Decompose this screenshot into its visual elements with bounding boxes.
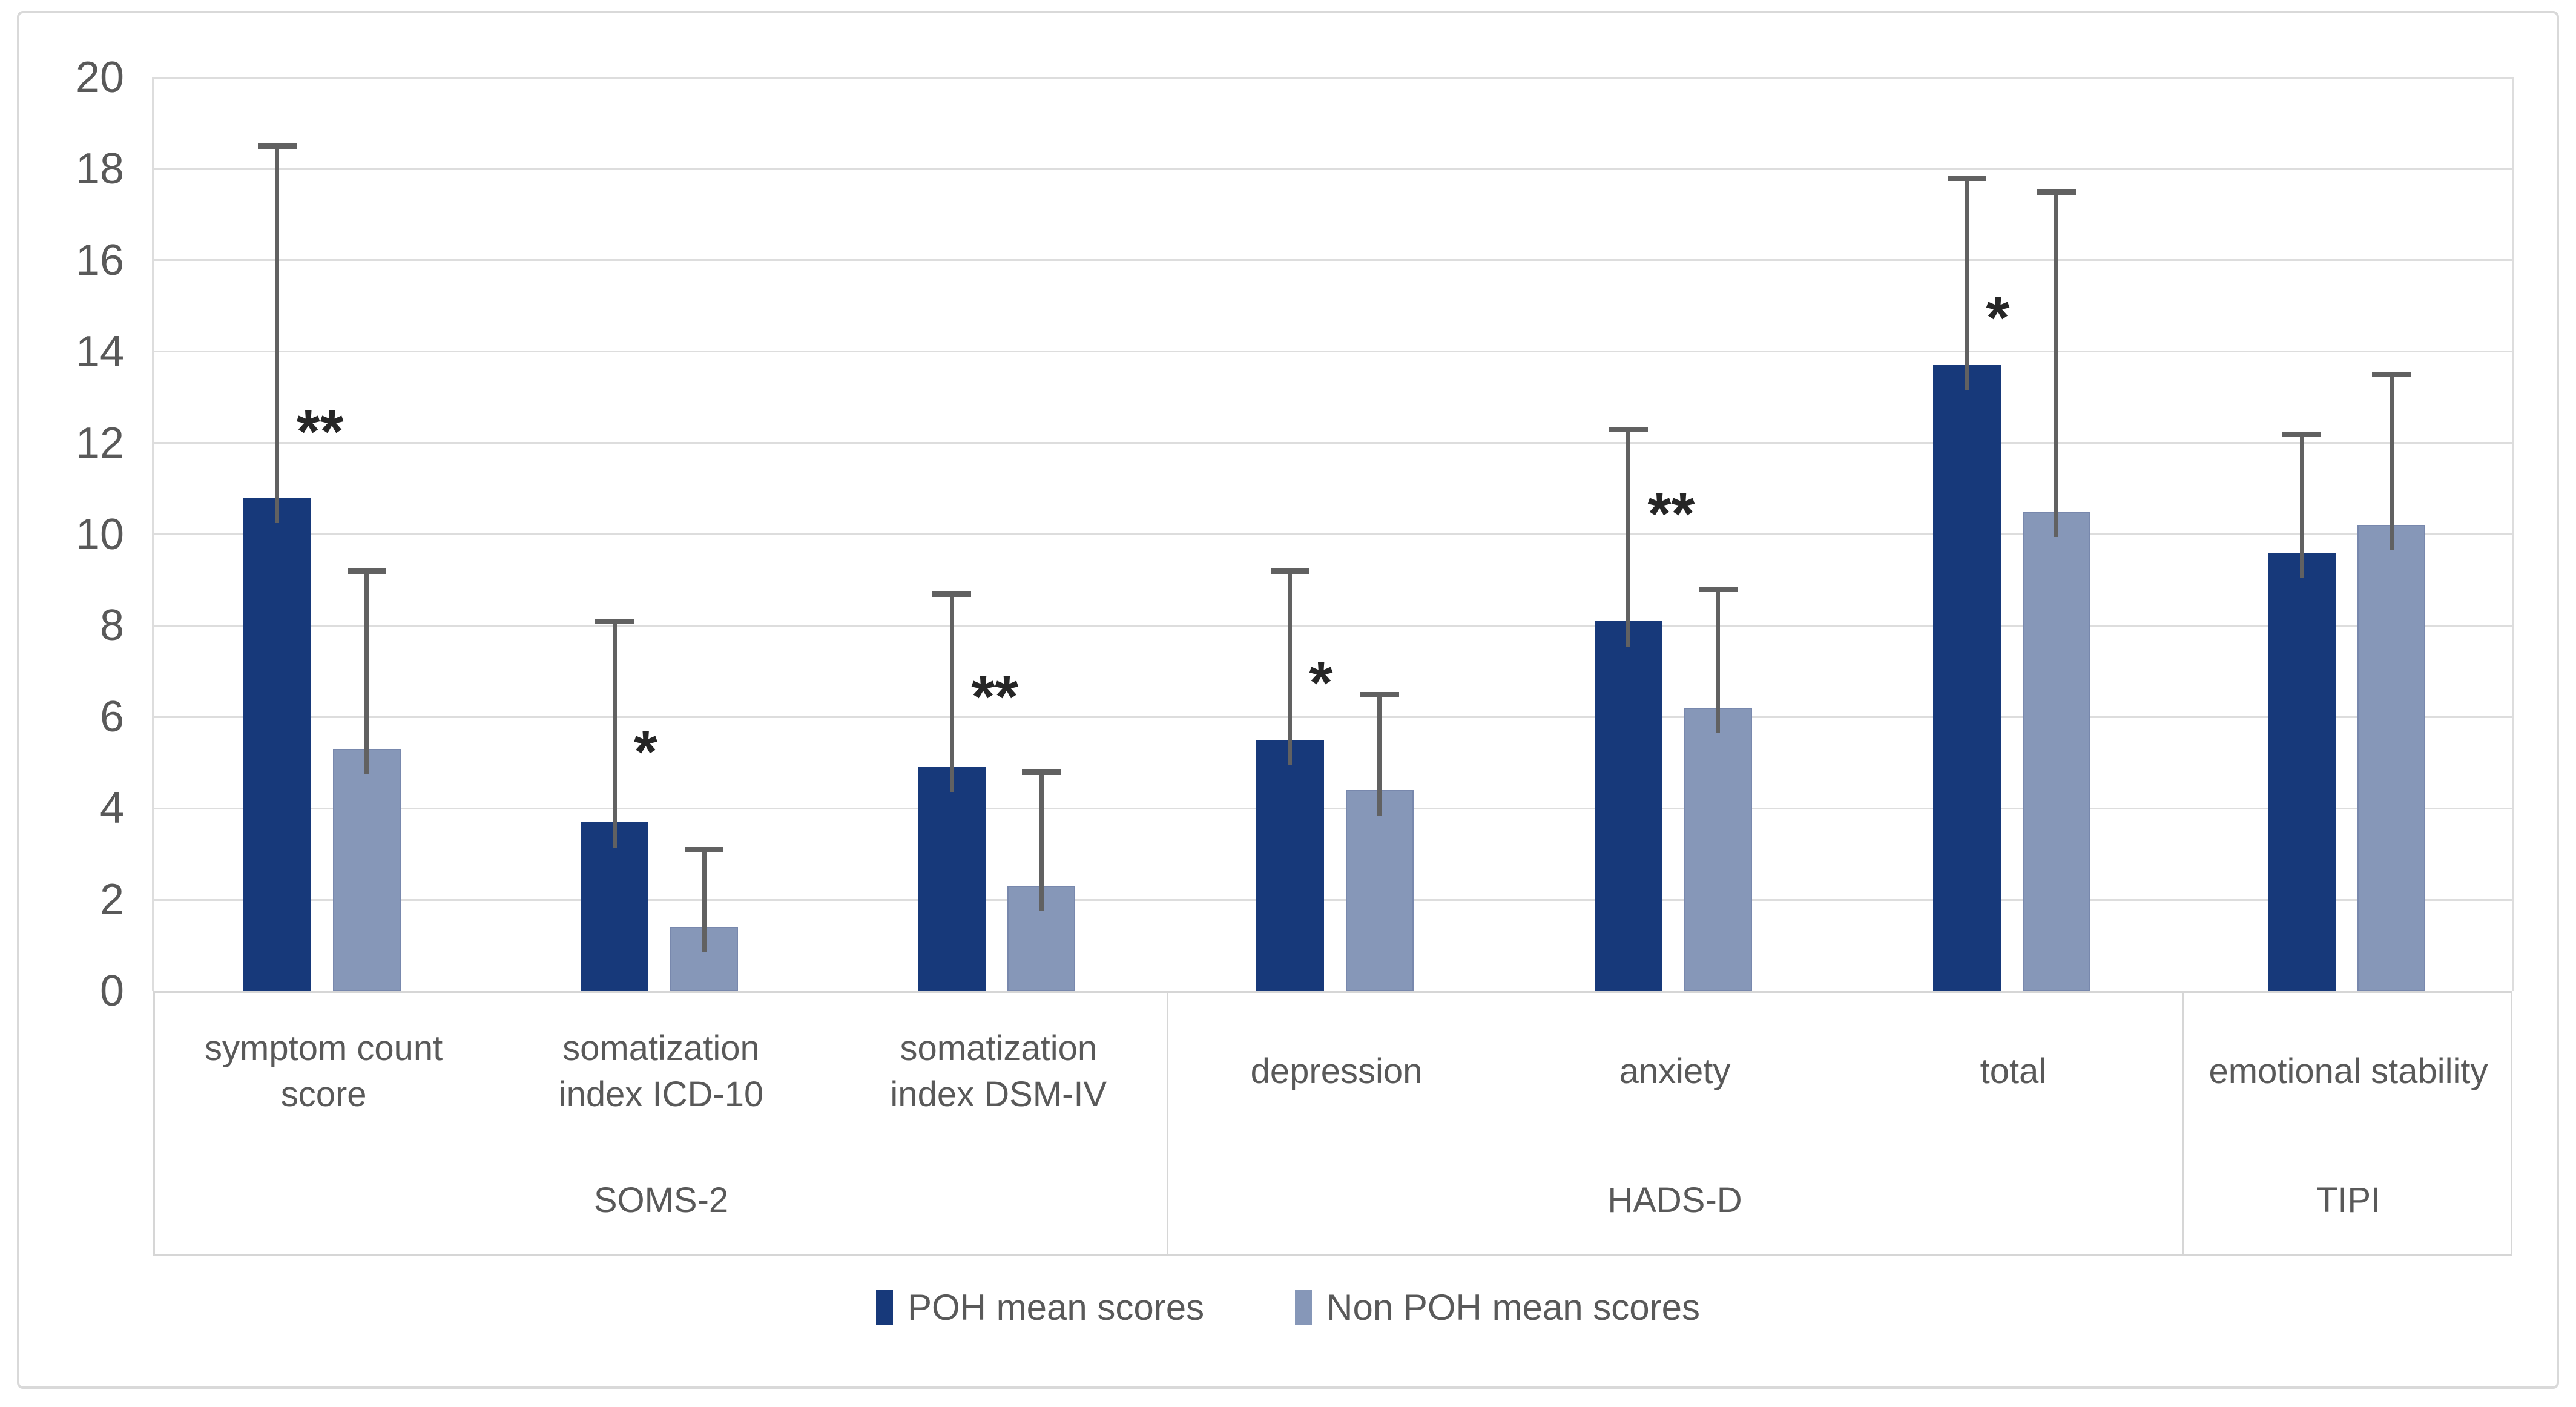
category-label: depression	[1167, 1017, 1506, 1126]
error-bar-cap	[2282, 431, 2321, 437]
error-bar	[1377, 694, 1382, 816]
gridline	[153, 533, 2512, 535]
bar-nonpoh	[2357, 525, 2425, 991]
error-bar-cap	[2037, 189, 2076, 195]
error-bar	[1716, 589, 1720, 734]
legend-label: Non POH mean scores	[1326, 1287, 1701, 1328]
error-bar-cap	[1609, 426, 1648, 432]
category-label-text: depression	[1250, 1052, 1423, 1091]
y-tick-label: 10	[75, 510, 124, 559]
category-label-text: symptom count score	[205, 1029, 443, 1114]
error-bar-cap	[595, 618, 634, 624]
error-bar	[1965, 177, 1969, 391]
bar-poh	[1594, 621, 1662, 991]
error-bar-cap	[1360, 691, 1399, 697]
category-label-text: total	[1980, 1052, 2047, 1091]
gridline	[153, 898, 2512, 901]
category-label: somatization index ICD-10	[492, 1017, 829, 1126]
error-bar-cap	[257, 143, 297, 150]
y-tick-label: 16	[75, 236, 124, 285]
gridline	[153, 351, 2512, 353]
gridline	[153, 259, 2512, 262]
error-bar	[612, 621, 617, 848]
bar-nonpoh	[332, 749, 401, 991]
error-bar-cap	[685, 847, 723, 853]
error-bar-cap	[347, 568, 386, 574]
y-tick-label: 14	[75, 327, 124, 376]
y-tick-label: 20	[75, 53, 124, 102]
y-tick-label: 12	[75, 418, 124, 467]
bar-nonpoh	[2022, 511, 2090, 991]
error-bar-cap	[1270, 568, 1309, 574]
bar-poh	[2268, 552, 2336, 991]
error-bar	[364, 570, 369, 775]
category-axis-box: symptom count score somatization index IC…	[153, 991, 2512, 1256]
category-label: somatization index DSM-IV	[830, 1017, 1167, 1126]
y-tick-label: 0	[99, 967, 124, 1015]
gridline	[153, 168, 2512, 170]
error-bar-cap	[1947, 175, 1986, 181]
gridline	[153, 807, 2512, 809]
bar-poh	[1932, 365, 2001, 991]
error-bar	[1288, 570, 1292, 766]
legend-item: POH mean scores	[875, 1287, 1205, 1329]
y-axis-line	[152, 77, 154, 991]
bar-poh	[243, 498, 311, 991]
category-label: anxiety	[1506, 1017, 1844, 1126]
error-bar	[275, 146, 280, 524]
category-label-text: anxiety	[1619, 1052, 1731, 1091]
error-bar-cap	[1698, 587, 1738, 593]
significance-marker: *	[1309, 649, 1333, 717]
category-label: symptom count score	[155, 1017, 492, 1126]
y-tick-label: 2	[99, 875, 124, 924]
gridline	[153, 442, 2512, 444]
category-label-text: emotional stability	[2209, 1052, 2488, 1091]
error-bar	[2299, 433, 2304, 578]
gridline	[153, 716, 2512, 718]
plot-right-edge	[2512, 77, 2514, 991]
error-bar-cap	[932, 591, 972, 597]
legend-marker-swatch	[875, 1290, 893, 1325]
significance-marker: *	[1986, 283, 2010, 352]
y-tick-label: 4	[99, 784, 124, 833]
error-bar	[949, 593, 954, 793]
error-bar	[2054, 191, 2058, 537]
significance-marker: **	[1647, 480, 1695, 549]
plot-area: ** * ** * ** *	[152, 76, 2514, 991]
error-bar	[1626, 429, 1630, 647]
significance-marker: **	[971, 663, 1019, 731]
category-label: emotional stability	[2182, 1017, 2514, 1126]
legend-marker-swatch	[1295, 1290, 1313, 1325]
group-divider	[2181, 993, 2184, 1254]
significance-marker: **	[296, 398, 344, 466]
error-bar-cap	[2372, 372, 2411, 378]
legend-item: Non POH mean scores	[1295, 1287, 1700, 1329]
bar-poh	[1256, 740, 1324, 991]
category-label-text: somatization index ICD-10	[558, 1029, 764, 1114]
category-label: total	[1844, 1017, 2182, 1126]
y-tick-label: 18	[75, 144, 124, 193]
y-tick-label: 8	[99, 601, 124, 650]
gridline	[153, 76, 2512, 79]
bar-poh	[918, 767, 986, 991]
bar-nonpoh	[1684, 708, 1752, 991]
group-label: SOMS-2	[593, 1181, 729, 1220]
significance-marker: *	[634, 717, 657, 786]
bar-poh	[581, 822, 648, 991]
group-label: TIPI	[2316, 1181, 2381, 1220]
error-bar	[2389, 374, 2394, 551]
group-divider	[1166, 993, 1168, 1254]
gridline	[153, 624, 2512, 627]
legend: POH mean scores Non POH mean scores	[0, 1279, 2576, 1336]
group-label: HADS-D	[1607, 1181, 1742, 1220]
category-label-text: somatization index DSM-IV	[890, 1029, 1107, 1114]
legend-label: POH mean scores	[907, 1287, 1205, 1328]
error-bar-cap	[1022, 769, 1061, 775]
error-bar	[702, 849, 707, 953]
bar-nonpoh	[1345, 790, 1414, 991]
y-tick-label: 6	[99, 693, 124, 742]
error-bar	[1039, 771, 1044, 912]
